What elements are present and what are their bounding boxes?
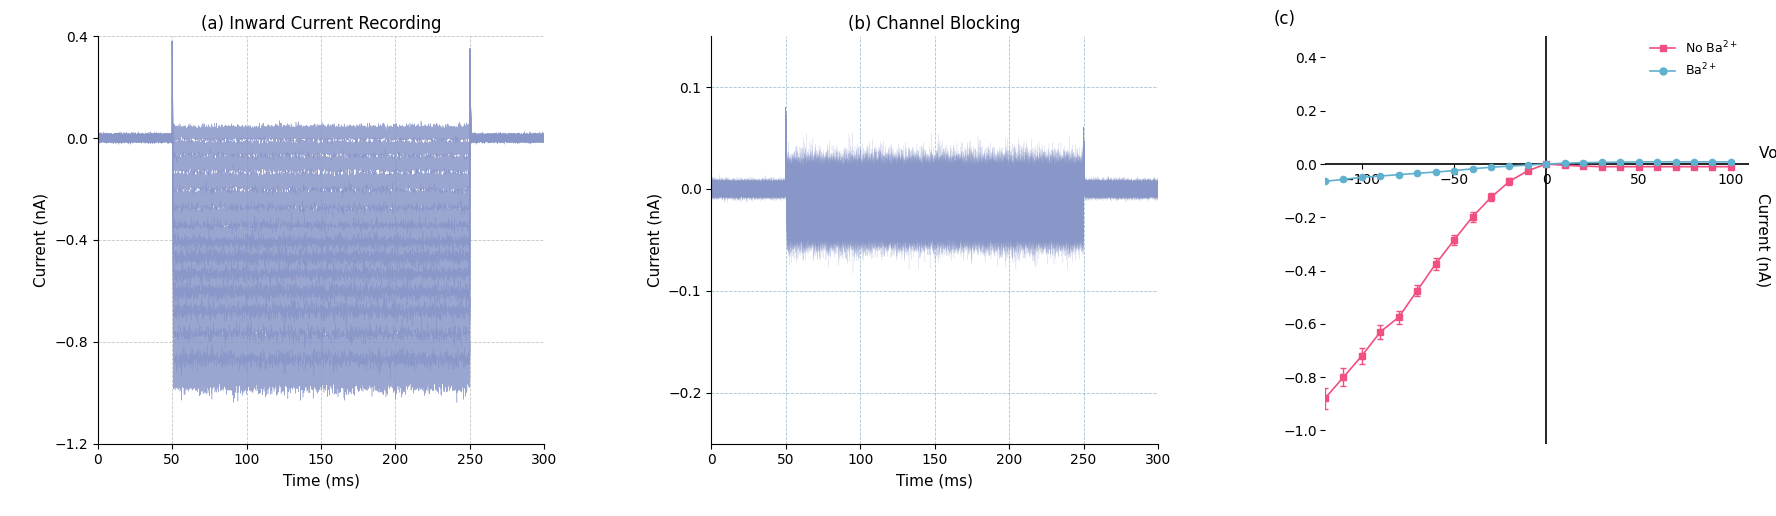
Text: Voltage (mV): Voltage (mV)	[1758, 147, 1776, 162]
Title: (b) Channel Blocking: (b) Channel Blocking	[849, 15, 1021, 33]
Y-axis label: Current (nA): Current (nA)	[34, 193, 48, 287]
X-axis label: Time (ms): Time (ms)	[282, 473, 359, 488]
X-axis label: Time (ms): Time (ms)	[897, 473, 973, 488]
Legend: No Ba$^{2+}$, Ba$^{2+}$: No Ba$^{2+}$, Ba$^{2+}$	[1645, 34, 1742, 84]
Text: (c): (c)	[1273, 10, 1296, 28]
Y-axis label: Current (nA): Current (nA)	[648, 193, 662, 287]
Title: (a) Inward Current Recording: (a) Inward Current Recording	[201, 15, 440, 33]
Y-axis label: Current (nA): Current (nA)	[1755, 193, 1771, 287]
